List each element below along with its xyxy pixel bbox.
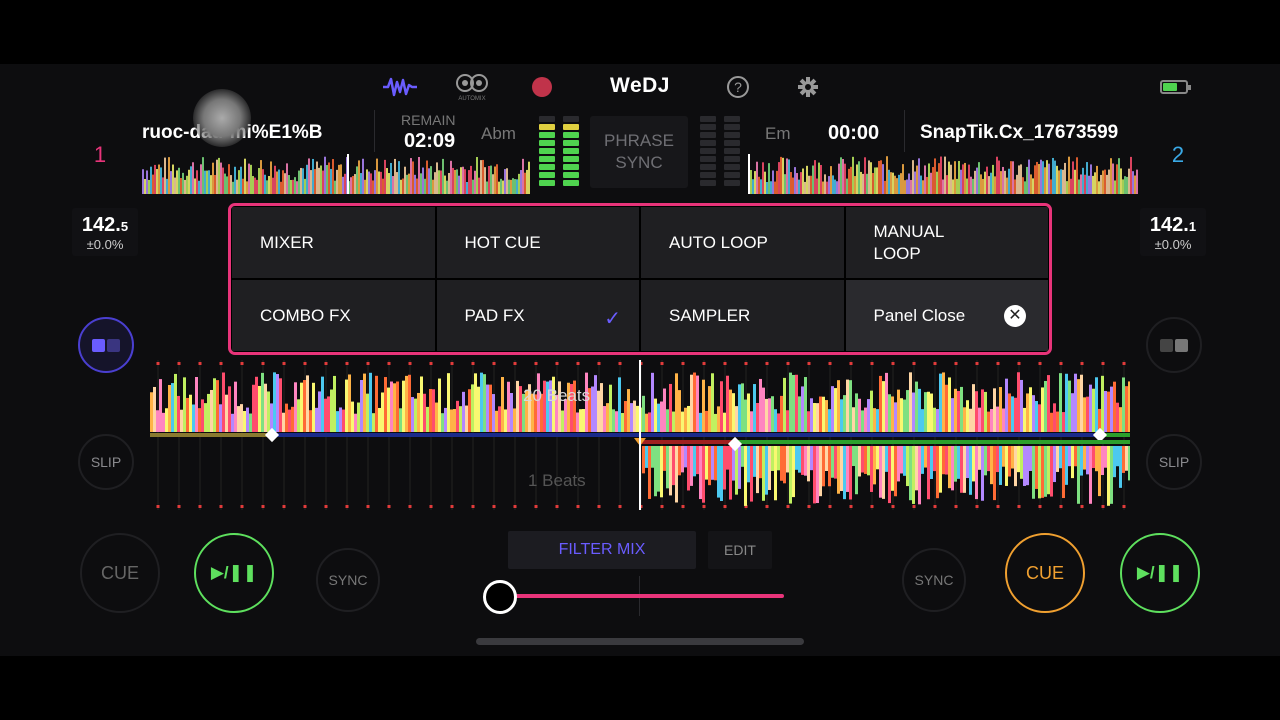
- panel-sampler-label: SAMPLER: [669, 305, 751, 325]
- panel-mixer-label: MIXER: [260, 232, 314, 252]
- divider: [904, 110, 905, 152]
- panel-hot-cue-button[interactable]: HOT CUE: [436, 207, 639, 278]
- panel-manual-loop-button[interactable]: MANUAL LOOP: [845, 207, 1048, 278]
- deck-2-time: 00:00: [828, 122, 880, 144]
- phrase-sync-button[interactable]: PHRASE SYNC: [590, 116, 688, 188]
- crossfader-track[interactable]: [500, 594, 784, 598]
- deck-2-overview-waveform[interactable]: [748, 154, 1138, 194]
- deck-2-cue-button[interactable]: CUE: [1005, 533, 1085, 613]
- deck-1-touch-indicator: [193, 89, 251, 147]
- deck-1-play-pause-button[interactable]: ▶/❚❚: [194, 533, 274, 613]
- crossfader-handle[interactable]: [483, 580, 517, 614]
- deck-1-bpm-decimal: 5: [120, 219, 129, 234]
- deck-2-level-meter-left: [700, 116, 716, 190]
- divider: [374, 110, 375, 152]
- play-pause-icon: ▶/❚❚: [1136, 563, 1184, 582]
- deck-2-sync-label: SYNC: [914, 572, 954, 588]
- panel-mixer-button[interactable]: MIXER: [232, 207, 435, 278]
- panel-close-label: Panel Close: [873, 305, 966, 325]
- home-indicator: [476, 638, 804, 645]
- help-icon[interactable]: ?: [718, 72, 758, 102]
- deck-1-slip-label: SLIP: [90, 454, 122, 470]
- deck-1-remain-label: REMAIN: [401, 112, 456, 128]
- deck-1-level-meter-right: [563, 116, 579, 190]
- panel-menu: MIXER HOT CUE AUTO LOOP MANUAL LOOP COMB…: [228, 203, 1052, 355]
- deck-1-bpm: 142.: [81, 214, 121, 236]
- deck-2-sync-button[interactable]: SYNC: [902, 548, 966, 612]
- loop-beats-top-label: 20 Beats: [523, 386, 591, 405]
- deck-2-number: 2: [1171, 142, 1185, 167]
- deck-1-panel-toggle-button[interactable]: [78, 317, 134, 373]
- deck-1-sync-label: SYNC: [328, 572, 368, 588]
- deck-1-pitch: ±0.0%: [86, 237, 124, 252]
- play-pause-icon: ▶/❚❚: [210, 563, 258, 582]
- deck-1-number: 1: [93, 142, 107, 167]
- record-icon[interactable]: [522, 72, 562, 102]
- deck-1-overview-waveform[interactable]: [142, 154, 530, 194]
- close-icon: ✕: [1004, 305, 1026, 327]
- phrase-sync-line1: PHRASE: [604, 131, 674, 150]
- deck-1-bpm-display[interactable]: 142.5 ±0.0%: [72, 208, 138, 256]
- panel-toggle-icon: [1160, 338, 1188, 352]
- panel-close-button[interactable]: Panel Close ✕: [845, 280, 1048, 351]
- deck-2-key: Em: [765, 124, 791, 143]
- panel-auto-loop-label: AUTO LOOP: [669, 232, 768, 252]
- checkmark-icon: ✓: [604, 308, 621, 330]
- deck-2-cue-label: CUE: [1025, 562, 1064, 583]
- waveform-view-icon[interactable]: [380, 72, 420, 102]
- deck-2-track-title[interactable]: SnapTik.Cx_17673599: [920, 122, 1119, 143]
- panel-combo-fx-button[interactable]: COMBO FX: [232, 280, 435, 351]
- phrase-sync-line2: SYNC: [615, 153, 663, 172]
- filter-mix-button[interactable]: FILTER MIX: [508, 531, 696, 569]
- automix-label: AUTOMIX: [458, 96, 486, 102]
- deck-2-level-meter-right: [724, 116, 740, 190]
- deck-1-cue-label: CUE: [100, 562, 139, 583]
- panel-auto-loop-button[interactable]: AUTO LOOP: [641, 207, 844, 278]
- automix-icon[interactable]: AUTOMIX: [452, 68, 492, 102]
- settings-gear-icon[interactable]: [788, 72, 828, 102]
- deck-1-remain-time: 02:09: [404, 130, 456, 152]
- panel-pad-fx-label: PAD FX: [464, 305, 525, 325]
- panel-combo-fx-label: COMBO FX: [260, 305, 351, 325]
- panel-sampler-button[interactable]: SAMPLER: [641, 280, 844, 351]
- deck-1-sync-button[interactable]: SYNC: [316, 548, 380, 612]
- app-logo: WeDJ: [610, 74, 670, 97]
- main-waveform-display[interactable]: [150, 360, 1130, 510]
- deck-1-key: Abm: [481, 124, 516, 143]
- loop-beats-bottom-label: 1 Beats: [528, 471, 586, 490]
- panel-pad-fx-button[interactable]: PAD FX ✓: [436, 280, 639, 351]
- deck-1-level-meter-left: [539, 116, 555, 190]
- panel-hot-cue-label: HOT CUE: [464, 232, 541, 252]
- deck-1-slip-button[interactable]: SLIP: [78, 434, 134, 490]
- deck-2-bpm: 142.: [1149, 214, 1189, 236]
- edit-button[interactable]: EDIT: [708, 531, 772, 569]
- deck-2-play-pause-button[interactable]: ▶/❚❚: [1120, 533, 1200, 613]
- deck-2-pitch: ±0.0%: [1154, 237, 1192, 252]
- deck-2-bpm-decimal: 1: [1188, 219, 1197, 234]
- battery-icon: [1154, 72, 1194, 102]
- deck-2-slip-label: SLIP: [1158, 454, 1190, 470]
- panel-toggle-icon: [92, 338, 120, 352]
- deck-2-panel-toggle-button[interactable]: [1146, 317, 1202, 373]
- panel-manual-loop-label: MANUAL LOOP: [873, 221, 945, 263]
- deck-2-slip-button[interactable]: SLIP: [1146, 434, 1202, 490]
- deck-1-cue-button[interactable]: CUE: [80, 533, 160, 613]
- wedj-app: AUTOMIX WeDJ ? 1 ruoc-dau-mi%E1%B REMAIN…: [0, 64, 1280, 656]
- deck-2-bpm-display[interactable]: 142.1 ±0.0%: [1140, 208, 1206, 256]
